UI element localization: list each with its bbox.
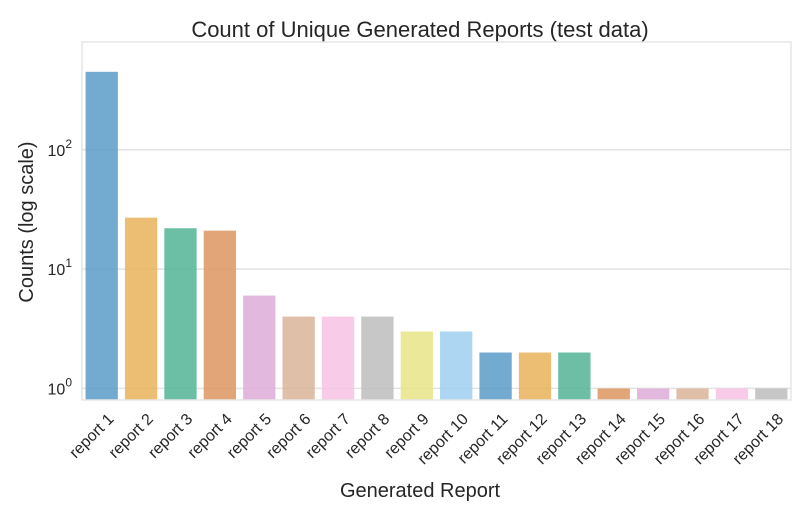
- y-tick-label: 100: [48, 375, 73, 398]
- bar: [479, 352, 512, 400]
- bar: [282, 316, 315, 400]
- plot-frame: [81, 41, 792, 401]
- bar: [518, 352, 552, 400]
- bar: [715, 388, 749, 400]
- bar: [676, 388, 709, 400]
- bar: [85, 71, 118, 400]
- y-axis-label: Counts (log scale): [16, 141, 38, 302]
- chart-title: Count of Unique Generated Reports (test …: [191, 17, 648, 42]
- bar: [400, 331, 433, 400]
- y-tick-label: 101: [48, 256, 73, 279]
- bar: [636, 388, 670, 400]
- bar: [597, 388, 630, 400]
- gridlines: [82, 149, 791, 390]
- bar: [164, 228, 197, 400]
- bar: [361, 316, 394, 400]
- x-axis-label: Generated Report: [340, 480, 501, 502]
- bar: [755, 388, 788, 400]
- bar: [440, 331, 473, 400]
- y-tick-label: 102: [48, 137, 73, 160]
- bar: [243, 295, 276, 400]
- bar: [124, 217, 158, 400]
- bar: [558, 352, 591, 400]
- y-tick-labels: 100 101 102: [48, 137, 73, 399]
- bar: [321, 316, 355, 400]
- bar: [203, 230, 237, 400]
- bars: [85, 71, 788, 400]
